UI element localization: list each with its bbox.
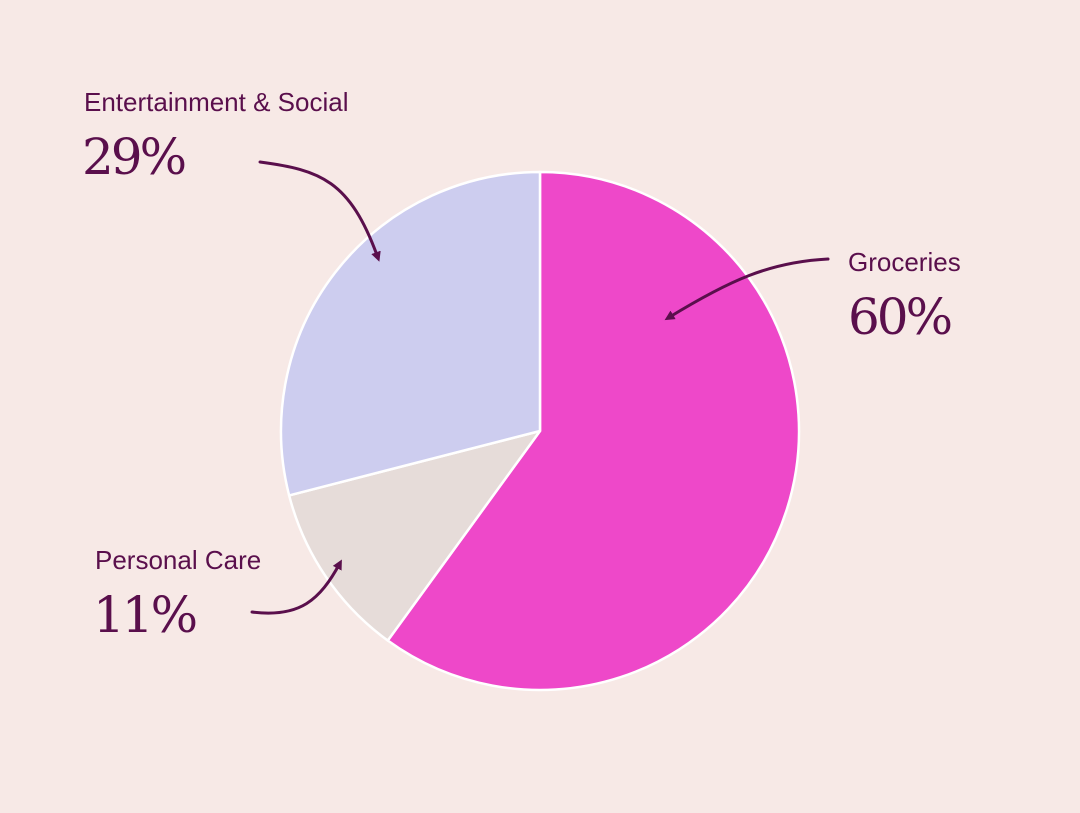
slice-value-entertainment-social: 29% — [82, 128, 187, 186]
arrow-groceries — [664, 257, 830, 321]
arrow-entertainment — [258, 160, 381, 262]
slice-value-personal-care: 11% — [93, 586, 198, 644]
arrow-personal-care — [250, 559, 342, 615]
slice-value-groceries: 60% — [848, 288, 953, 346]
pie-slices — [279, 170, 801, 692]
slice-label-personal-care: Personal Care — [95, 545, 262, 575]
slice-label-groceries: Groceries — [848, 247, 961, 277]
pie-slice-personal-care — [287, 429, 542, 642]
pie-slice-entertainment-social — [279, 170, 542, 497]
slice-label-entertainment-social: Entertainment & Social — [84, 87, 349, 117]
